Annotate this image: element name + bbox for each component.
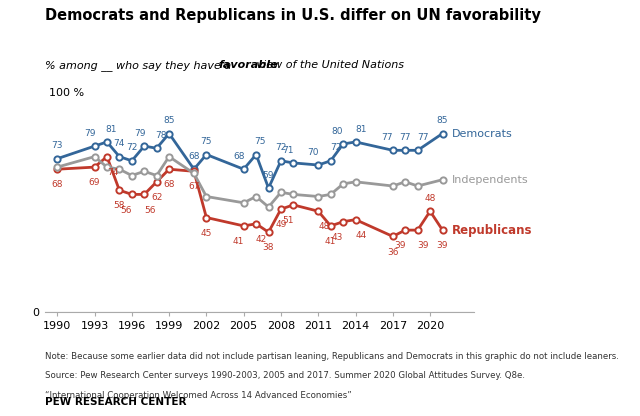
Text: 73: 73 — [51, 141, 63, 150]
Text: 39: 39 — [394, 241, 405, 250]
Text: Source: Pew Research Center surveys 1990-2003, 2005 and 2017. Summer 2020 Global: Source: Pew Research Center surveys 1990… — [45, 371, 525, 381]
Text: % among __ who say they have a: % among __ who say they have a — [45, 60, 234, 71]
Text: 44: 44 — [355, 231, 367, 240]
Text: 69: 69 — [89, 178, 100, 187]
Text: 56: 56 — [144, 206, 156, 215]
Text: 74: 74 — [107, 168, 118, 177]
Text: 58: 58 — [114, 201, 125, 210]
Text: 85: 85 — [436, 116, 448, 125]
Text: 39: 39 — [436, 241, 448, 250]
Text: 48: 48 — [318, 222, 330, 231]
Text: 81: 81 — [106, 124, 117, 134]
Text: 75: 75 — [200, 137, 212, 146]
Text: Democrats: Democrats — [452, 129, 513, 139]
Text: 72: 72 — [330, 144, 342, 153]
Text: 59: 59 — [263, 171, 275, 180]
Text: 77: 77 — [417, 133, 429, 142]
Text: 38: 38 — [263, 243, 275, 253]
Text: 51: 51 — [282, 216, 294, 225]
Text: Note: Because some earlier data did not include partisan leaning, Republicans an: Note: Because some earlier data did not … — [45, 352, 619, 361]
Text: favorable: favorable — [219, 60, 278, 70]
Text: 48: 48 — [424, 194, 436, 203]
Text: Republicans: Republicans — [452, 224, 532, 237]
Text: 79: 79 — [84, 129, 96, 138]
Text: Independents: Independents — [452, 175, 529, 185]
Text: 78: 78 — [155, 131, 166, 140]
Text: 77: 77 — [381, 133, 393, 142]
Text: 100 %: 100 % — [49, 88, 84, 98]
Text: 39: 39 — [417, 241, 429, 250]
Text: 67: 67 — [188, 183, 200, 191]
Text: 56: 56 — [120, 206, 132, 215]
Text: 68: 68 — [188, 152, 200, 161]
Text: 43: 43 — [332, 233, 343, 242]
Text: 81: 81 — [355, 124, 367, 134]
Text: 42: 42 — [256, 235, 268, 244]
Text: 68: 68 — [51, 180, 63, 189]
Text: 80: 80 — [332, 127, 343, 136]
Text: view of the United Nations: view of the United Nations — [253, 60, 404, 70]
Text: 41: 41 — [325, 237, 337, 246]
Text: 71: 71 — [282, 146, 294, 155]
Text: 74: 74 — [114, 139, 125, 148]
Text: 36: 36 — [387, 248, 399, 257]
Text: 75: 75 — [255, 137, 266, 146]
Text: 79: 79 — [134, 129, 146, 138]
Text: 68: 68 — [163, 180, 175, 189]
Text: 45: 45 — [201, 229, 212, 238]
Text: 62: 62 — [151, 193, 163, 202]
Text: 77: 77 — [399, 133, 411, 142]
Text: PEW RESEARCH CENTER: PEW RESEARCH CENTER — [45, 397, 186, 407]
Text: 41: 41 — [232, 237, 244, 246]
Text: “International Cooperation Welcomed Across 14 Advanced Economies”: “International Cooperation Welcomed Acro… — [45, 391, 351, 401]
Text: 72: 72 — [275, 144, 287, 153]
Text: 49: 49 — [275, 220, 287, 229]
Text: Democrats and Republicans in U.S. differ on UN favorability: Democrats and Republicans in U.S. differ… — [45, 8, 541, 23]
Text: 68: 68 — [234, 152, 245, 161]
Text: 70: 70 — [307, 148, 319, 157]
Text: 72: 72 — [126, 144, 138, 153]
Text: 85: 85 — [163, 116, 175, 125]
